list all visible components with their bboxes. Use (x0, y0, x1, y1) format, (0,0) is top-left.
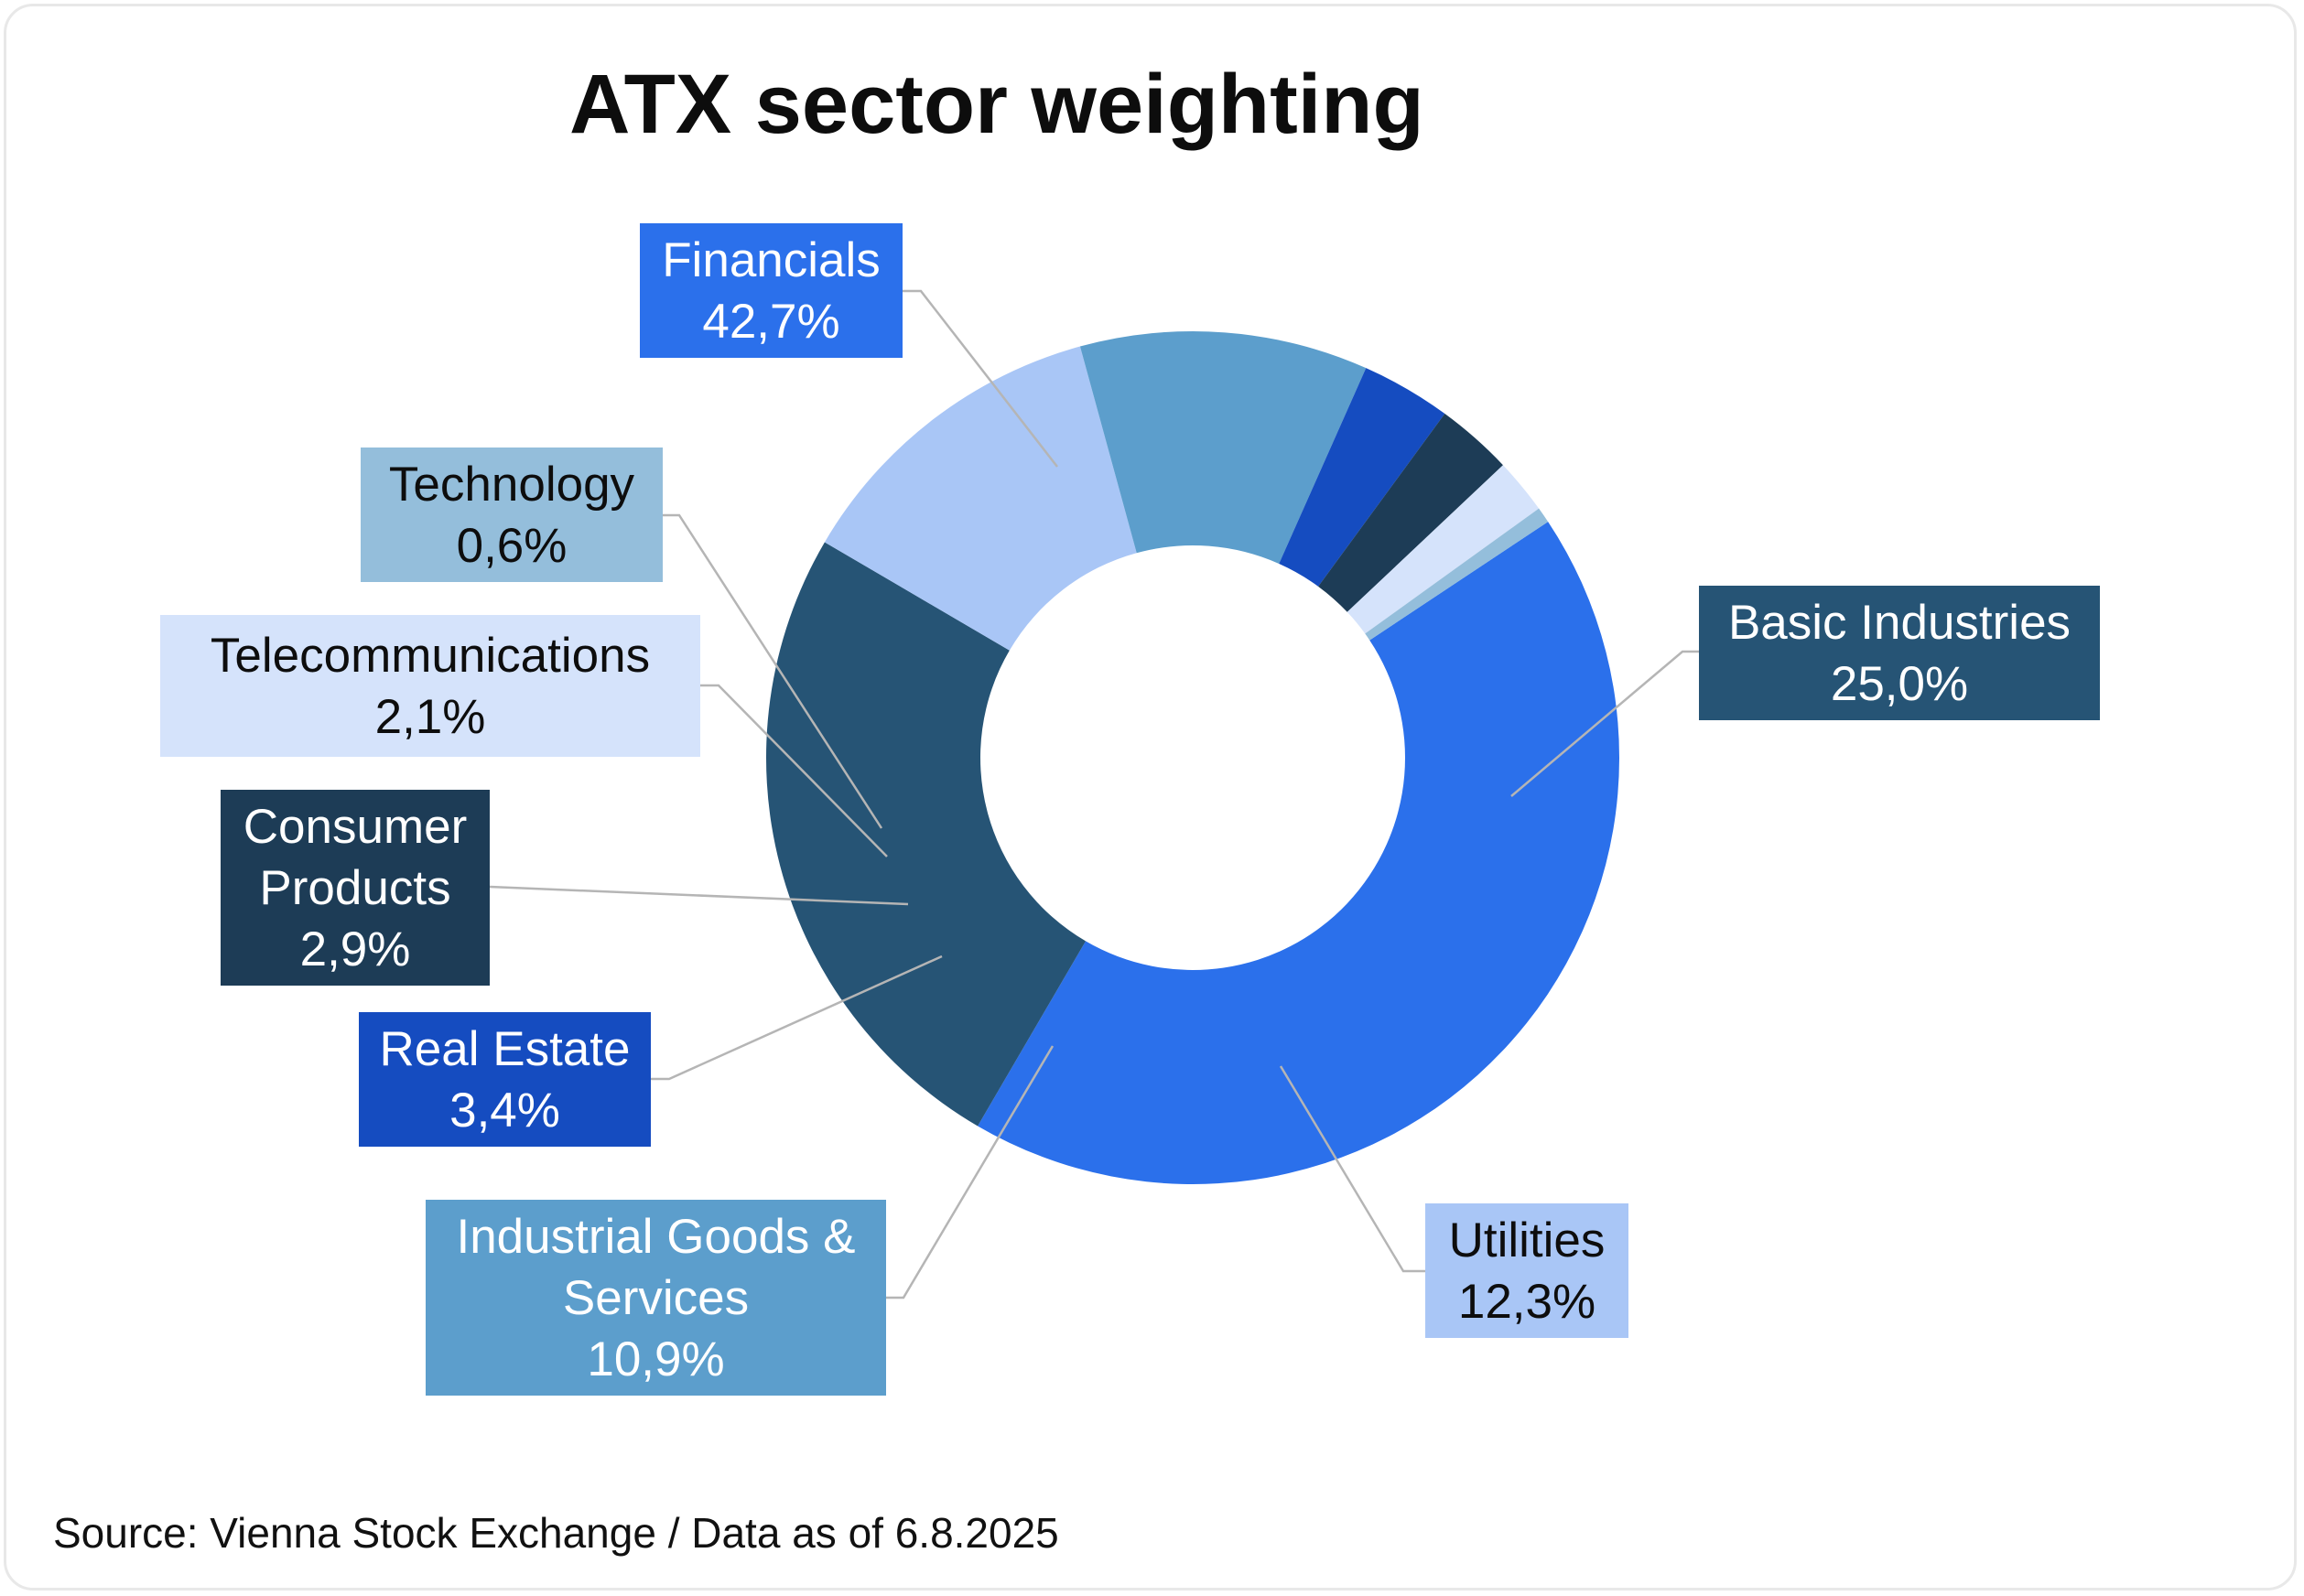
label-value: 12,3% (1457, 1274, 1596, 1329)
leader-line (489, 885, 909, 906)
label-category: Industrial Goods & (456, 1209, 856, 1264)
label-category: Telecommunications (210, 628, 651, 683)
data-label-technology: Technology 0,6% (361, 448, 663, 582)
slice-telecommunications (1347, 465, 1540, 634)
label-category: Financials (662, 232, 881, 287)
label-category: Services (562, 1270, 750, 1325)
label-value: 25,0% (1830, 656, 1969, 711)
leader-line (1279, 1065, 1425, 1273)
slice-financials (978, 522, 1620, 1184)
source-note: Source: Vienna Stock Exchange / Data as … (53, 1509, 1059, 1557)
label-value: 10,9% (587, 1332, 725, 1386)
label-value: 2,1% (374, 689, 486, 744)
label-value: 42,7% (702, 294, 840, 349)
data-label-basic-industries: Basic Industries 25,0% (1699, 586, 2100, 720)
label-category: Technology (388, 457, 635, 512)
slice-consumer-products (1318, 414, 1503, 612)
label-category: Real Estate (379, 1021, 631, 1076)
label-value: 2,9% (299, 922, 411, 976)
leader-line (1510, 650, 1699, 797)
leader-line (700, 684, 888, 857)
slice-basic-industries (766, 542, 1087, 1127)
label-category: Basic Industries (1727, 595, 2071, 650)
leader-line (903, 289, 1058, 468)
data-label-utilities: Utilities 12,3% (1425, 1203, 1628, 1338)
data-label-financials: Financials 42,7% (640, 223, 903, 358)
data-label-consumer-products: Consumer Products 2,9% (221, 790, 490, 986)
data-label-industrial-goods-services: Industrial Goods & Services 10,9% (426, 1200, 886, 1396)
label-value: 3,4% (449, 1083, 560, 1138)
data-label-real-estate: Real Estate 3,4% (359, 1012, 651, 1147)
leader-line (651, 954, 943, 1081)
label-category: Consumer (243, 799, 468, 854)
slice-real-estate (1279, 368, 1445, 587)
slice-technology (1365, 508, 1549, 641)
slice-utilities (824, 346, 1137, 651)
leader-line (663, 513, 883, 829)
chart-title: ATX sector weighting (569, 58, 1424, 151)
leader-line (886, 1045, 1055, 1299)
label-value: 0,6% (456, 518, 568, 573)
slice-industrial-goods-services (1079, 331, 1367, 565)
label-category: Utilities (1448, 1213, 1606, 1267)
label-category: Products (259, 860, 451, 915)
data-label-telecommunications: Telecommunications 2,1% (160, 615, 700, 757)
